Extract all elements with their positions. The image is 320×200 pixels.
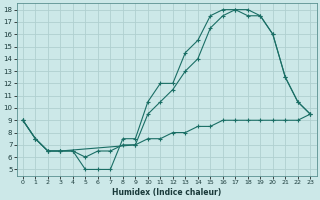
X-axis label: Humidex (Indice chaleur): Humidex (Indice chaleur) <box>112 188 221 197</box>
